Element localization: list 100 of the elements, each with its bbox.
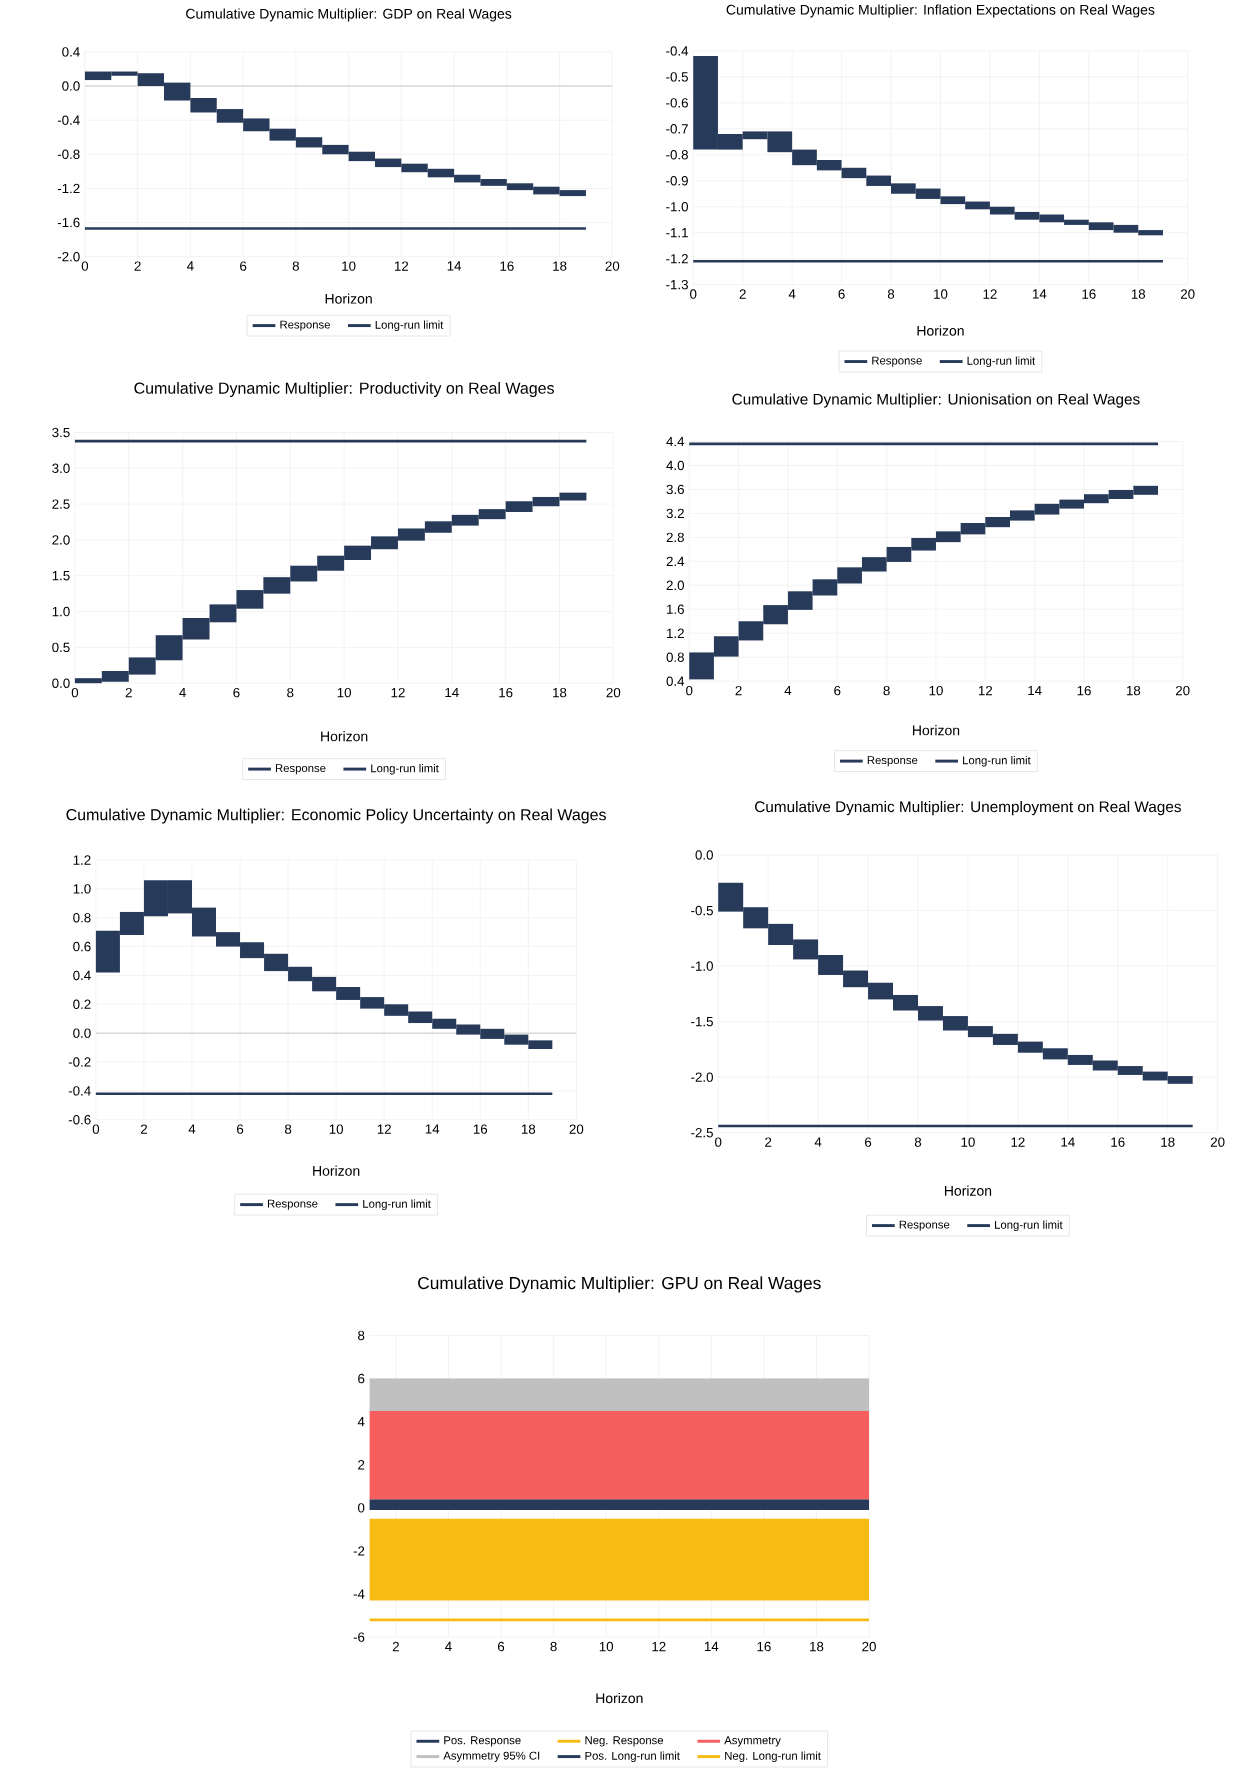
y-tick-label: 0.6 [73, 941, 91, 952]
y-tick-label: -0.6 [666, 98, 689, 108]
legend-label: Response [276, 764, 326, 775]
y-tick-label: -0.6 [69, 1115, 91, 1125]
y-tick-label: 0.4 [666, 676, 685, 686]
y-tick-label: 1.0 [52, 606, 70, 617]
y-tick-label: 4.0 [666, 460, 685, 471]
x-tick-label: 20 [605, 261, 620, 271]
x-tick-label: 14 [705, 1641, 719, 1652]
x-axis-title: Horizon [596, 1692, 643, 1704]
x-axis-title: Horizon [945, 1185, 992, 1196]
x-tick-label: 12 [377, 1124, 392, 1134]
y-tick-label: -1.2 [58, 183, 80, 194]
x-tick-label: 8 [550, 1641, 557, 1652]
y-tick-label: -1.3 [666, 279, 689, 290]
y-tick-label: 0.0 [62, 81, 80, 91]
chart-title: Cumulative Dynamic Multiplier: Unemployment on Real Wages [755, 800, 1182, 816]
y-tick-label: 1.2 [73, 855, 91, 865]
y-tick-label: 0.0 [52, 678, 70, 688]
y-tick-label: 0.0 [73, 1028, 91, 1038]
chart-title: Cumulative Dynamic Multiplier: GDP on Real Wages [186, 8, 512, 22]
legend-label: Asymmetry 95% CI [443, 1751, 540, 1762]
chart-title: Cumulative Dynamic Multiplier: GPU on Real Wages [418, 1276, 821, 1293]
x-tick-label: 10 [961, 1137, 976, 1147]
y-tick-label: 0.4 [62, 47, 81, 57]
y-tick-label: 2.0 [666, 580, 685, 591]
y-tick-label: 3.5 [52, 427, 70, 438]
x-tick-label: 16 [1111, 1137, 1125, 1147]
legend-label: Long-run limit [371, 763, 439, 775]
y-tick-label: -0.5 [691, 905, 714, 916]
x-tick-label: 16 [474, 1124, 488, 1134]
y-tick-label: 6 [358, 1373, 365, 1384]
x-tick-label: 10 [337, 687, 352, 698]
y-tick-label: -0.5 [666, 72, 689, 82]
y-tick-label: -4 [353, 1589, 365, 1599]
legend-label: Long-run limit [967, 356, 1036, 367]
x-tick-label: 12 [652, 1641, 666, 1652]
x-tick-label: 0 [715, 1137, 722, 1147]
y-tick-label: 0.8 [666, 652, 685, 662]
legend-label: Asymmetry [724, 1736, 782, 1747]
x-tick-label: 20 [862, 1641, 877, 1652]
x-tick-label: 10 [342, 261, 356, 271]
y-tick-label: 1.5 [52, 571, 70, 581]
x-tick-label: 4 [187, 261, 194, 271]
x-tick-label: 16 [499, 687, 513, 698]
x-tick-label: 2 [735, 685, 742, 696]
x-tick-label: 12 [1011, 1137, 1025, 1147]
legend-label: Response [268, 1199, 318, 1210]
legend-label: Response [280, 320, 331, 331]
y-tick-label: 1.6 [667, 604, 685, 614]
x-tick-label: 14 [426, 1124, 440, 1134]
x-tick-label: 14 [1028, 685, 1042, 696]
y-tick-label: 3.2 [666, 508, 685, 519]
x-tick-label: 2 [125, 687, 132, 698]
x-tick-label: 6 [237, 1124, 244, 1134]
x-tick-label: 8 [292, 261, 300, 271]
x-tick-label: 0 [92, 1124, 100, 1134]
x-tick-label: 10 [329, 1124, 344, 1134]
legend-label: Response [899, 1220, 950, 1231]
x-tick-label: 14 [447, 261, 462, 271]
x-tick-label: 20 [569, 1124, 584, 1134]
y-tick-label: -0.9 [666, 176, 689, 186]
chart-title: Cumulative Dynamic Multiplier: Productivity on Real Wages [134, 382, 555, 397]
legend-label: Response [867, 756, 918, 767]
y-tick-label: 2.4 [666, 556, 685, 566]
y-tick-label: 0.8 [73, 913, 91, 923]
y-tick-label: 0.0 [695, 850, 714, 860]
x-axis-title: Horizon [313, 1165, 360, 1176]
x-tick-label: 8 [285, 1124, 292, 1134]
x-tick-label: 2 [765, 1137, 772, 1147]
x-tick-label: 2 [393, 1641, 400, 1652]
x-tick-label: 4 [179, 687, 187, 698]
x-axis-title: Horizon [325, 293, 372, 304]
y-tick-label: -0.4 [666, 46, 689, 56]
x-tick-label: 14 [1033, 289, 1047, 299]
chart-title: Cumulative Dynamic Multiplier: Economic Policy Uncertainty on Real Wages [66, 808, 607, 824]
legend-label: Long-run limit [375, 320, 444, 332]
x-axis-title: Horizon [917, 325, 964, 336]
y-tick-label: -6 [353, 1632, 365, 1642]
y-tick-label: 4 [357, 1417, 365, 1427]
x-tick-label: 10 [599, 1641, 614, 1652]
y-tick-label: 2.0 [52, 535, 70, 545]
y-tick-label: 3.6 [666, 484, 685, 495]
x-tick-label: 16 [757, 1641, 771, 1652]
legend-label: Pos. Response [444, 1736, 521, 1747]
x-tick-label: 4 [784, 685, 792, 696]
x-tick-label: 4 [788, 289, 796, 299]
x-tick-label: 6 [498, 1641, 505, 1652]
legend-label: Pos. Long-run limit [585, 1751, 681, 1763]
x-tick-label: 20 [606, 687, 621, 698]
y-tick-label: 1.2 [667, 628, 685, 638]
x-tick-label: 2 [739, 289, 746, 299]
y-tick-label: 1.0 [73, 884, 91, 894]
x-tick-label: 18 [522, 1124, 536, 1134]
legend-label: Long-run limit [363, 1199, 431, 1211]
x-tick-label: 20 [1176, 685, 1190, 696]
x-tick-label: 12 [395, 261, 409, 271]
y-tick-label: 0.2 [73, 999, 91, 1009]
x-tick-label: 16 [1077, 685, 1092, 696]
legend-label: Long-run limit [963, 756, 1031, 767]
